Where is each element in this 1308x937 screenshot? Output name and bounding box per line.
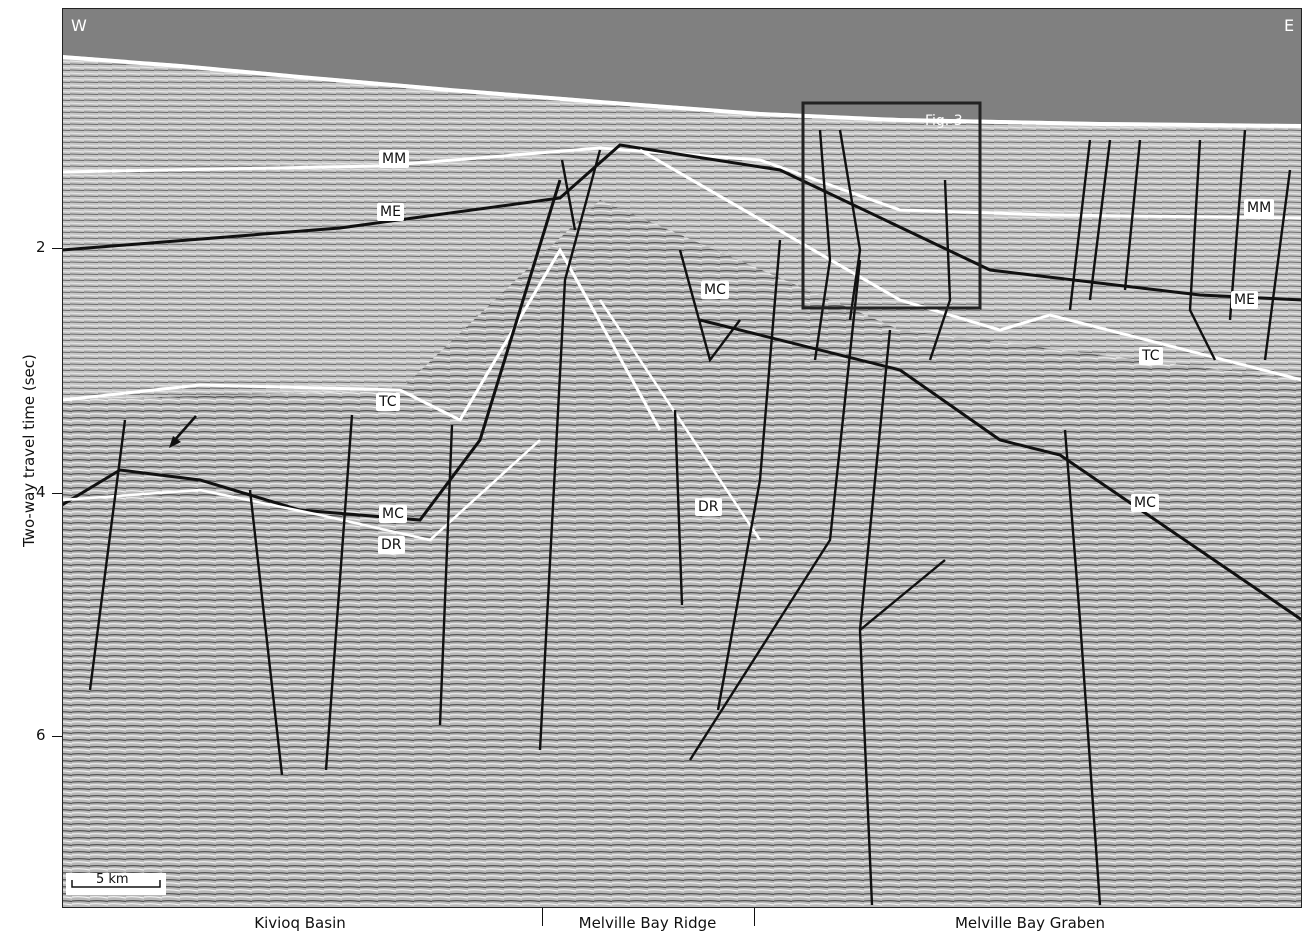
horizon-dr <box>62 299 762 542</box>
horizon-me <box>62 143 1302 302</box>
seafloor-reflector <box>62 55 1302 128</box>
compass-east: E <box>1284 16 1295 35</box>
horizon-tc <box>62 148 1302 431</box>
inset-label: Fig. 3 <box>925 113 963 129</box>
horizon-label-mm: MM <box>1244 199 1275 217</box>
horizon-label-dr: DR <box>695 498 722 516</box>
y-tick-6: 6 <box>36 726 46 744</box>
horizon-label-mm: MM <box>379 150 410 168</box>
region-kivioq-basin: Kivioq Basin <box>254 914 346 932</box>
region-melville-bay-ridge: Melville Bay Ridge <box>578 914 717 932</box>
horizon-label-me: ME <box>377 203 404 221</box>
horizon-label-mc: MC <box>1131 494 1159 512</box>
panel-frame <box>62 8 1302 908</box>
y-axis-label: Two-way travel time (sec) <box>20 354 38 547</box>
scale-bar-box <box>66 873 166 895</box>
horizon-label-mc: MC <box>379 505 407 523</box>
horizon-label-me: ME <box>1231 291 1258 309</box>
horizon-label-dr: DR <box>378 536 405 554</box>
y-tick-4: 4 <box>36 483 46 501</box>
seismic-section <box>62 8 1302 908</box>
scale-bar-label: 5 km <box>96 872 129 887</box>
horizon-label-tc: TC <box>376 393 400 411</box>
horizon-label-mc: MC <box>701 281 729 299</box>
compass-west: W <box>71 16 87 35</box>
y-tick-mark-2 <box>52 248 62 249</box>
region-melville-bay-graben: Melville Bay Graben <box>954 914 1106 932</box>
sediment-upper <box>62 55 1302 400</box>
horizon-label-tc: TC <box>1139 347 1163 365</box>
region-divider-2 <box>754 908 755 926</box>
fault-lines <box>88 129 1292 906</box>
region-divider-1 <box>542 908 543 926</box>
fig3-inset-box <box>801 101 982 310</box>
scale-bar-line <box>71 880 161 888</box>
y-tick-mark-6 <box>52 736 62 737</box>
y-tick-2: 2 <box>36 238 46 256</box>
arrow-icon <box>169 415 197 448</box>
y-tick-mark-4 <box>52 493 62 494</box>
water-column <box>62 8 1302 124</box>
